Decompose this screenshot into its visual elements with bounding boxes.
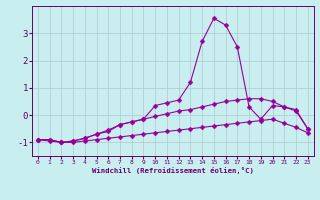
- X-axis label: Windchill (Refroidissement éolien,°C): Windchill (Refroidissement éolien,°C): [92, 167, 254, 174]
